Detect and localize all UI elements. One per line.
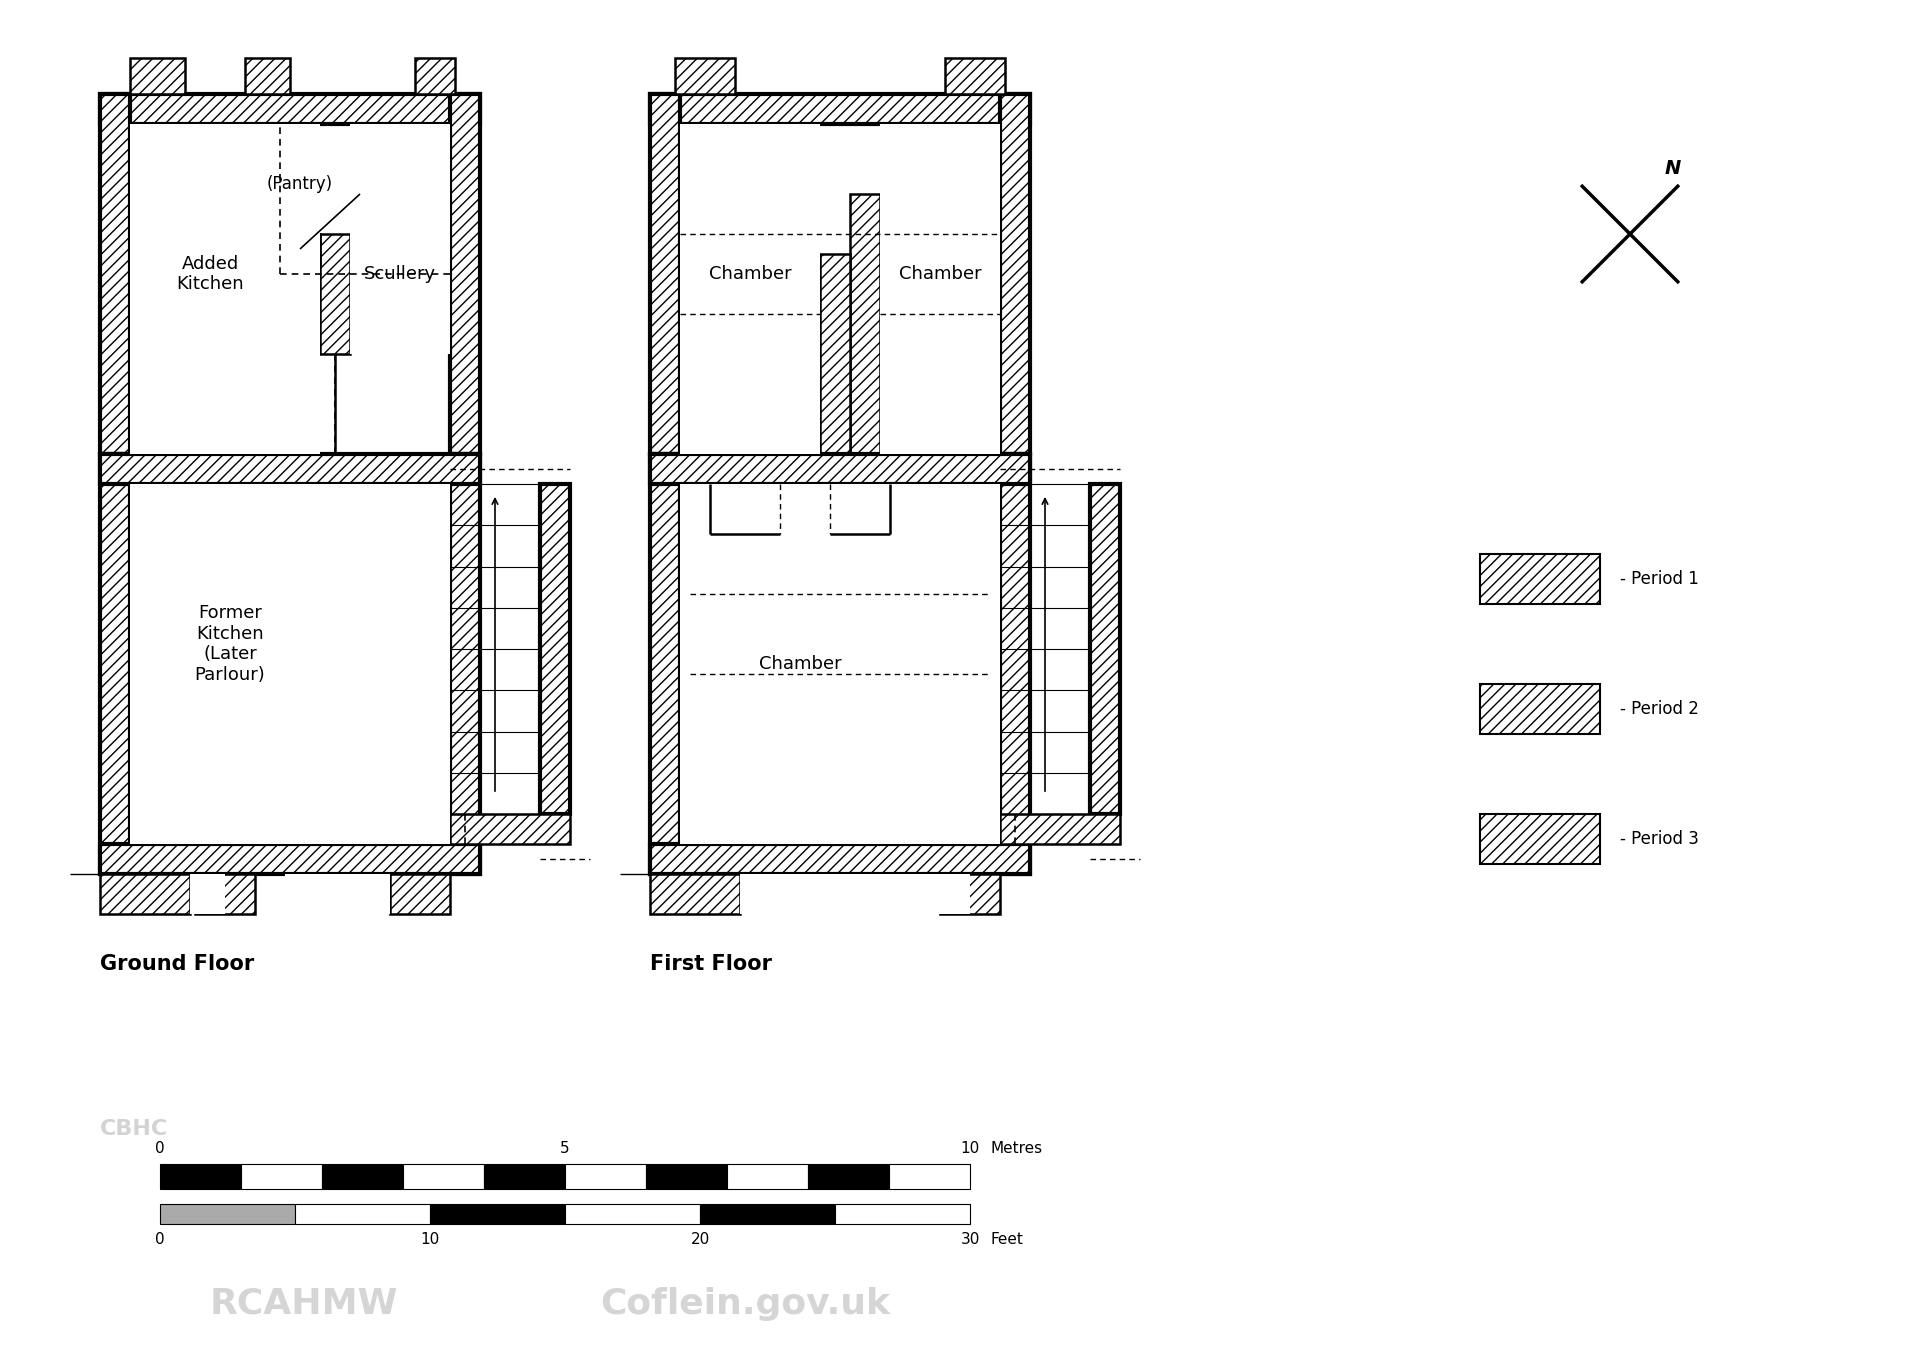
Bar xyxy=(131,483,449,844)
Text: Coflein.gov.uk: Coflein.gov.uk xyxy=(599,1288,891,1322)
Bar xyxy=(280,234,321,264)
Text: First Floor: First Floor xyxy=(651,955,772,974)
Bar xyxy=(1000,454,1029,873)
Bar xyxy=(100,93,131,454)
Text: Chamber: Chamber xyxy=(708,265,791,283)
Text: (Pantry): (Pantry) xyxy=(267,175,332,194)
Bar xyxy=(1091,483,1119,814)
Text: Metres: Metres xyxy=(991,1141,1043,1156)
Bar xyxy=(484,1164,564,1189)
Bar xyxy=(808,1164,889,1189)
Bar xyxy=(100,454,480,483)
Bar xyxy=(651,93,1029,125)
Text: CBHC: CBHC xyxy=(100,1118,169,1139)
Text: Chamber: Chamber xyxy=(899,265,981,283)
Bar xyxy=(246,58,290,93)
Text: 20: 20 xyxy=(691,1232,710,1247)
Bar xyxy=(284,873,390,914)
Bar xyxy=(851,194,879,454)
Bar xyxy=(701,1204,835,1224)
Bar xyxy=(739,873,970,914)
Bar xyxy=(835,1204,970,1224)
Bar xyxy=(296,1204,430,1224)
Text: - Period 2: - Period 2 xyxy=(1620,700,1699,718)
Bar xyxy=(159,1164,242,1189)
Bar xyxy=(540,483,570,814)
Text: 10: 10 xyxy=(960,1141,979,1156)
Text: N: N xyxy=(1665,158,1682,177)
Bar xyxy=(1480,554,1599,604)
Bar xyxy=(390,873,449,914)
Text: Chamber: Chamber xyxy=(758,655,841,673)
Text: - Period 3: - Period 3 xyxy=(1620,830,1699,848)
Bar xyxy=(196,873,255,914)
Text: 10: 10 xyxy=(420,1232,440,1247)
Bar xyxy=(403,1164,484,1189)
Text: Scullery: Scullery xyxy=(365,265,436,283)
Text: 0: 0 xyxy=(156,1141,165,1156)
Text: RCAHMW: RCAHMW xyxy=(209,1288,399,1322)
Bar xyxy=(651,873,739,914)
Text: Former
Kitchen
(Later
Parlour): Former Kitchen (Later Parlour) xyxy=(194,604,265,684)
Bar xyxy=(1480,814,1599,864)
Bar xyxy=(323,1164,403,1189)
Bar xyxy=(100,93,480,125)
Bar xyxy=(1000,814,1119,844)
Text: 5: 5 xyxy=(561,1141,570,1156)
Bar xyxy=(349,125,449,353)
Bar xyxy=(415,58,455,93)
Text: Added
Kitchen: Added Kitchen xyxy=(177,255,244,294)
Text: Feet: Feet xyxy=(991,1232,1023,1247)
Bar xyxy=(564,1204,701,1224)
Text: 0: 0 xyxy=(156,1232,165,1247)
Bar xyxy=(100,454,131,873)
Bar xyxy=(321,234,349,353)
Bar xyxy=(945,58,1004,93)
Bar xyxy=(1480,684,1599,734)
Text: Ground Floor: Ground Floor xyxy=(100,955,253,974)
Bar xyxy=(449,454,480,873)
Bar xyxy=(242,1164,323,1189)
Bar xyxy=(676,58,735,93)
Bar xyxy=(564,1164,645,1189)
Text: - Period 1: - Period 1 xyxy=(1620,570,1699,588)
Bar xyxy=(131,58,184,93)
Bar xyxy=(131,125,321,454)
Bar xyxy=(1000,93,1029,454)
Bar xyxy=(449,814,570,844)
Bar xyxy=(651,454,680,873)
Bar xyxy=(820,255,851,454)
Bar xyxy=(651,454,1029,483)
Bar xyxy=(680,125,820,454)
Bar xyxy=(941,873,1000,914)
Bar xyxy=(645,1164,728,1189)
Bar xyxy=(449,93,480,454)
Bar xyxy=(100,873,190,914)
Bar xyxy=(100,844,480,873)
Bar xyxy=(651,844,1029,873)
Bar xyxy=(159,1204,296,1224)
Bar xyxy=(680,483,1000,844)
Bar xyxy=(728,1164,808,1189)
Bar xyxy=(190,873,225,914)
Bar xyxy=(430,1204,564,1224)
Text: 30: 30 xyxy=(960,1232,979,1247)
Bar xyxy=(879,125,1000,454)
Bar xyxy=(651,93,680,454)
Bar xyxy=(889,1164,970,1189)
